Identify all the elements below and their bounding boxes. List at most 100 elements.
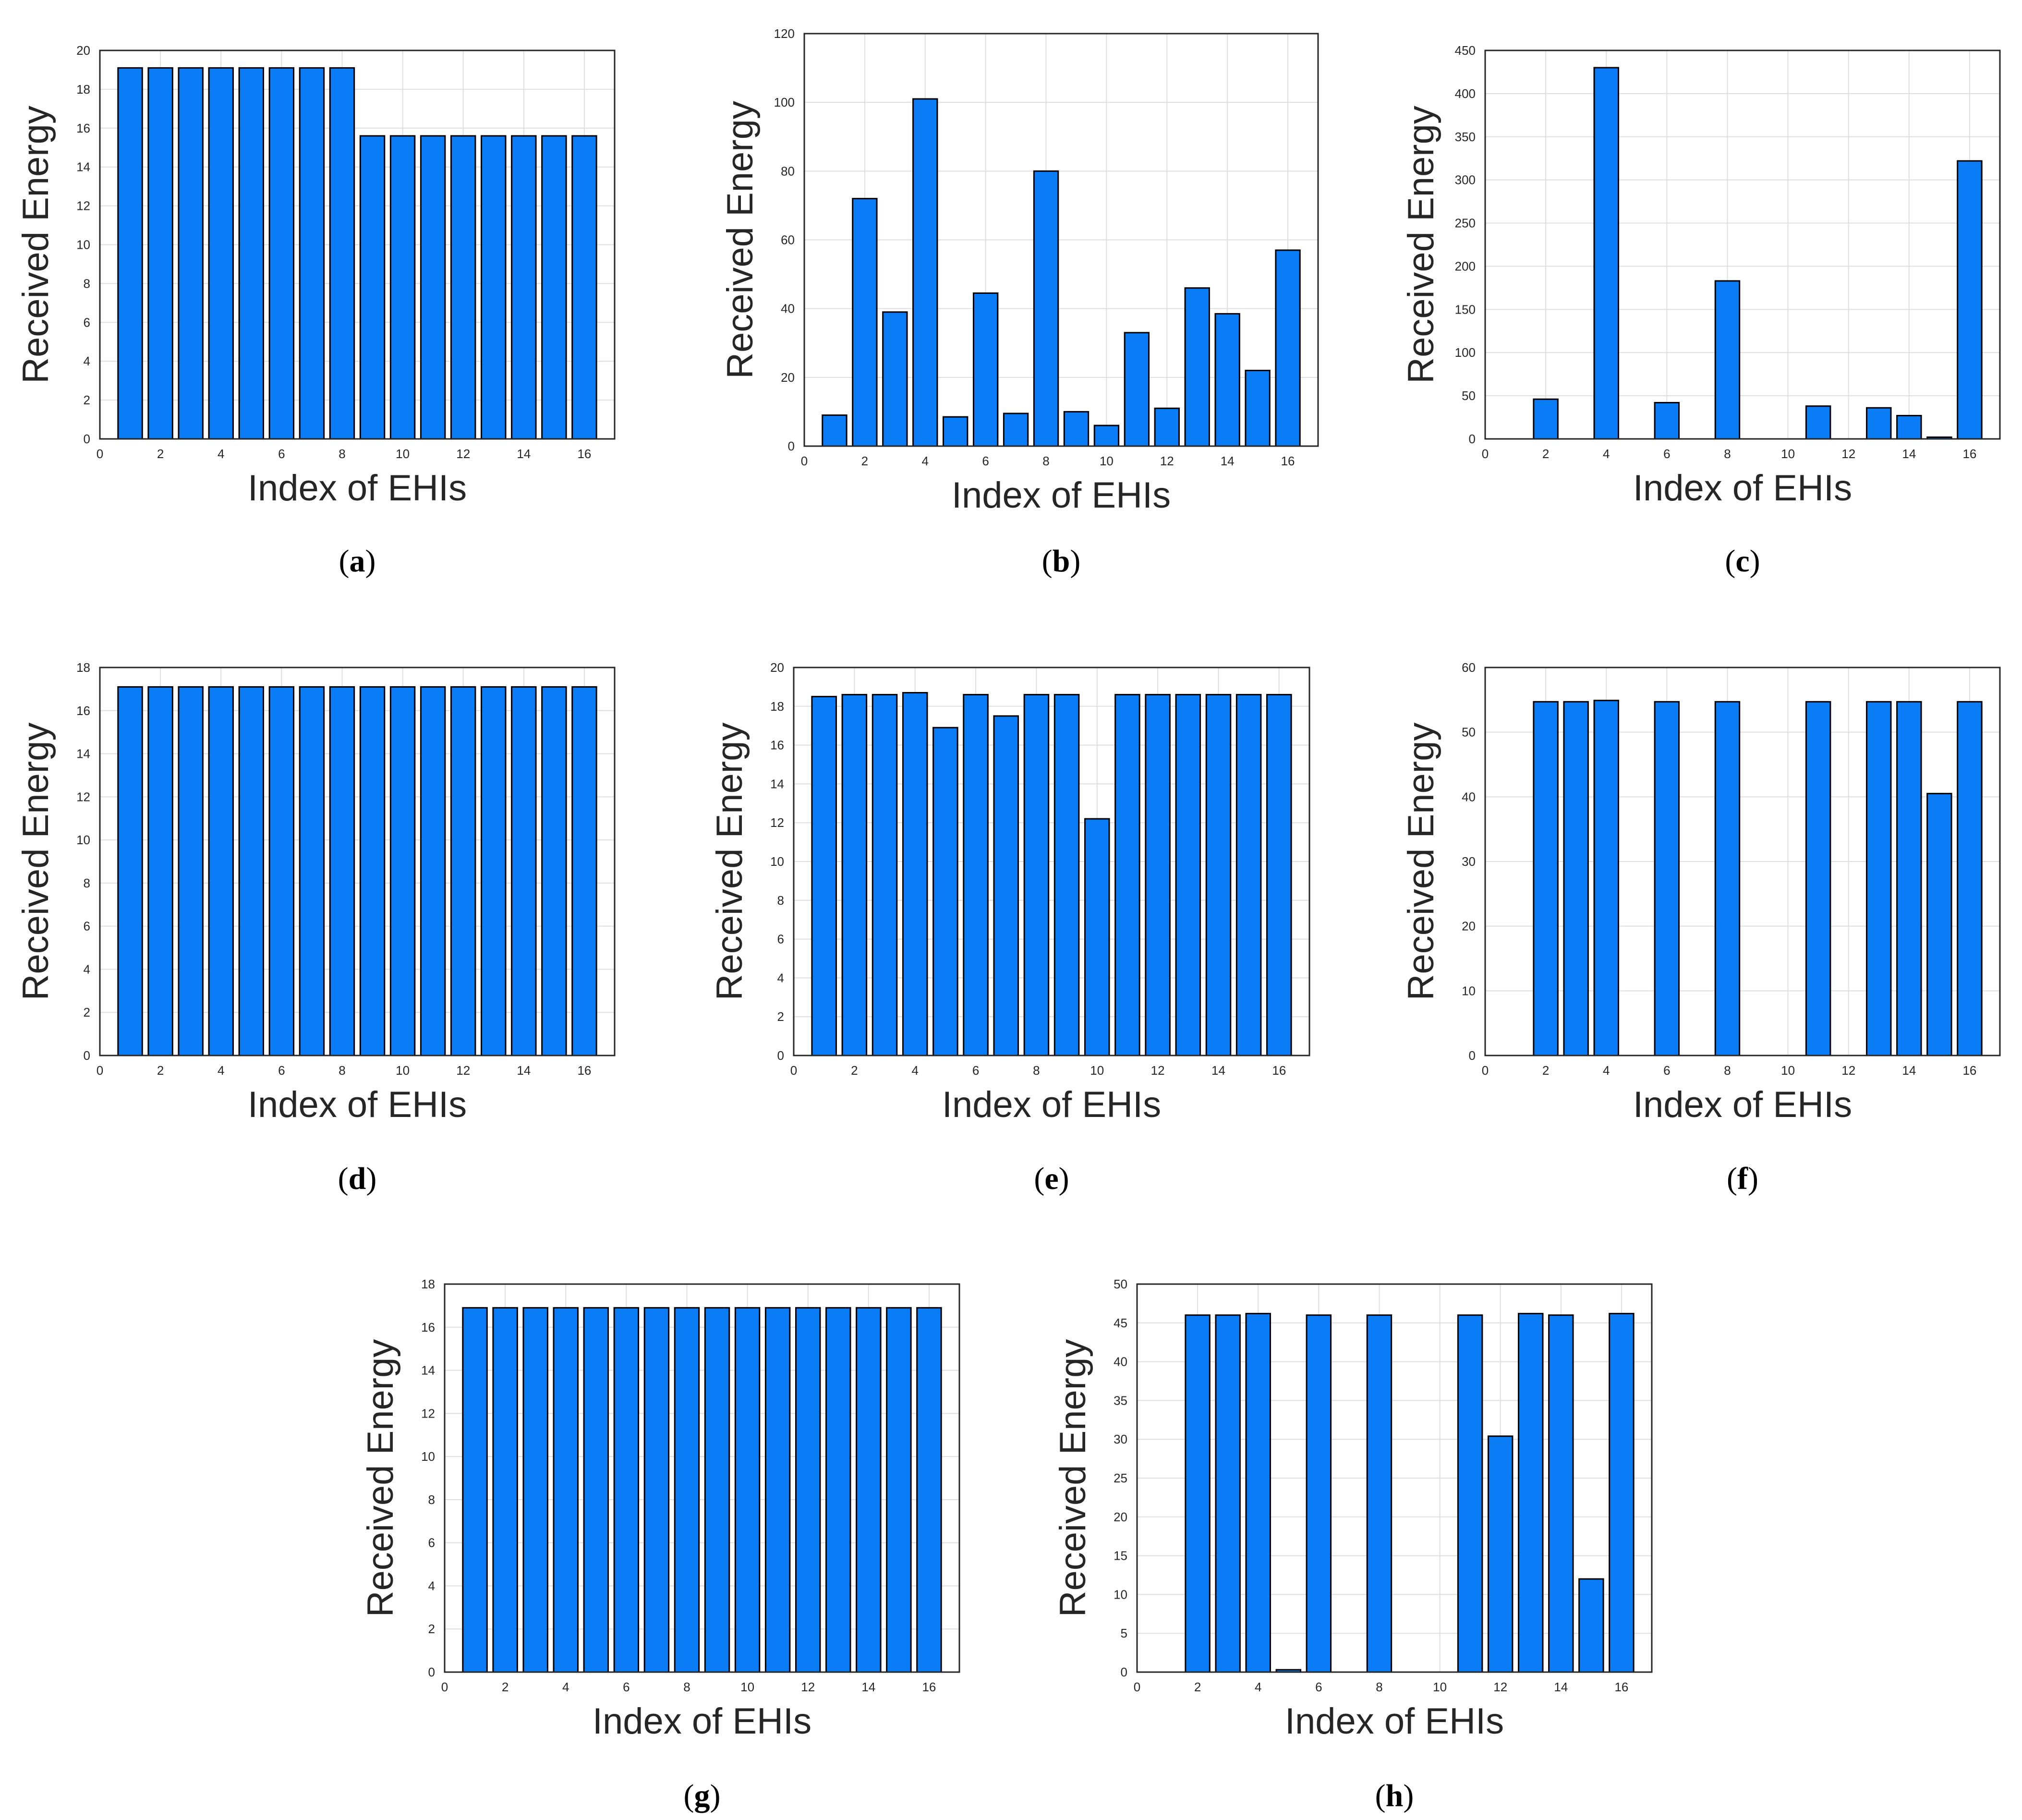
y-tick-label: 5 [1121,1626,1127,1640]
bar-d-4 [208,686,234,1056]
bar-d-6 [268,686,295,1056]
x-tick-label: 2 [157,447,164,461]
x-axis-label: Index of EHIs [1285,1701,1504,1742]
y-tick-label: 0 [1469,1048,1476,1063]
y-tick-label: 60 [781,233,795,247]
y-tick-label: 16 [76,704,90,718]
x-tick-label: 4 [911,1063,918,1078]
y-tick-label: 0 [1469,432,1476,446]
x-tick-label: 14 [517,447,531,461]
y-tick-label: 18 [770,699,784,714]
x-tick-label: 6 [972,1063,979,1078]
y-tick-label: 18 [76,82,90,97]
bar-h-15 [1578,1578,1604,1673]
x-tick-label: 4 [562,1680,569,1694]
axes-frame [444,1283,960,1673]
bar-h-2 [1185,1314,1211,1673]
bar-d-12 [450,686,476,1056]
panel-caption: (e) [1034,1161,1069,1196]
x-tick-label: 8 [683,1680,690,1694]
y-axis-label: Received Energy [15,723,56,1001]
y-tick-label: 4 [84,962,90,976]
bar-d-5 [238,686,265,1056]
bar-b-10 [1093,425,1120,447]
y-tick-label: 8 [777,893,784,908]
y-tick-label: 10 [76,833,90,847]
bar-e-5 [932,727,958,1056]
x-tick-label: 16 [1614,1680,1628,1694]
bar-b-11 [1124,332,1150,447]
plot-area [445,1284,959,1672]
y-tick-label: 12 [770,815,784,830]
bar-b-13 [1184,287,1210,447]
y-tick-label: 14 [76,160,90,174]
y-tick-label: 0 [788,439,795,453]
panel-caption: (c) [1725,544,1760,579]
bar-g-7 [643,1307,670,1673]
panel-caption: (f) [1727,1161,1758,1196]
bar-c-4 [1593,67,1619,440]
bar-g-3 [522,1307,548,1673]
x-tick-label: 16 [922,1680,936,1694]
chart-panel-h: 0 2 4 6 8 10 12 14 16 0 5 10 15 20 25 30 35 40 45 50 Index o… [1053,1277,1653,1813]
bar-h-16 [1609,1312,1635,1673]
y-tick-label: 4 [777,971,784,985]
x-tick-label: 6 [278,447,285,461]
y-tick-label: 8 [84,876,90,890]
x-tick-label: 12 [1841,447,1855,461]
y-tick-label: 10 [421,1449,435,1464]
x-tick-label: 6 [1663,447,1670,461]
bar-b-7 [1003,413,1029,447]
x-tick-label: 8 [1376,1680,1382,1694]
bar-e-15 [1235,694,1262,1056]
chart-panel-c: 0 2 4 6 8 10 12 14 16 0 50 100 150 200 250 300 350 400 450… [1401,43,2001,579]
x-tick-label: 0 [790,1063,797,1078]
y-tick-label: 14 [421,1363,435,1378]
plot-area [1485,50,2000,439]
bar-d-15 [541,686,567,1056]
x-tick-label: 0 [1134,1680,1140,1694]
y-tick-label: 2 [777,1009,784,1024]
panel-caption: (d) [338,1161,377,1196]
y-tick-label: 12 [421,1406,435,1420]
y-tick-label: 40 [781,302,795,316]
y-tick-label: 300 [1455,173,1476,187]
y-tick-label: 18 [421,1277,435,1291]
bar-g-2 [492,1307,518,1673]
panel-caption: (h) [1375,1778,1414,1813]
x-tick-label: 14 [517,1063,531,1078]
bar-b-16 [1275,249,1301,447]
bar-c-14 [1896,414,1922,440]
x-axis-label: Index of EHIs [942,1084,1161,1125]
bar-d-11 [420,686,446,1056]
y-tick-label: 2 [84,393,90,407]
x-tick-label: 10 [1781,447,1795,461]
y-tick-label: 10 [76,238,90,252]
y-tick-label: 30 [1462,854,1476,869]
bar-b-6 [972,292,999,447]
chart-panel-e: 0 2 4 6 8 10 12 14 16 0 2 4 6 8 10 12 14 16 18 20 Index of E… [709,660,1310,1196]
x-axis-label: Index of EHIs [593,1701,811,1742]
bar-c-11 [1805,405,1831,440]
chart-panel-a: 0 2 4 6 8 10 12 14 16 0 2 4 6 8 10 12 14 16 18 20 Index of E… [15,43,616,579]
bar-a-14 [511,135,537,440]
bar-d-7 [299,686,325,1056]
bar-d-10 [389,686,416,1056]
y-axis-label: Received Energy [360,1339,401,1617]
bar-g-15 [886,1307,912,1673]
bar-e-1 [811,696,837,1056]
x-axis-label: Index of EHIs [248,1084,467,1125]
bar-b-5 [943,416,969,447]
x-tick-label: 8 [1033,1063,1040,1078]
bar-b-2 [852,198,878,447]
x-tick-label: 14 [1221,454,1235,468]
bar-a-4 [208,67,234,440]
x-tick-label: 2 [502,1680,509,1694]
chart-panel-b: 0 2 4 6 8 10 12 14 16 0 20 40 60 80 100 120 Index of EHI… [720,26,1319,579]
x-tick-label: 8 [1724,1063,1731,1078]
axes-frame [99,49,616,440]
axes-frame [793,667,1310,1056]
x-tick-label: 0 [97,1063,103,1078]
chart-panel-d: 0 2 4 6 8 10 12 14 16 0 2 4 6 8 10 12 14 16 18 Index of EHI… [15,660,616,1196]
bar-h-6 [1306,1314,1332,1673]
